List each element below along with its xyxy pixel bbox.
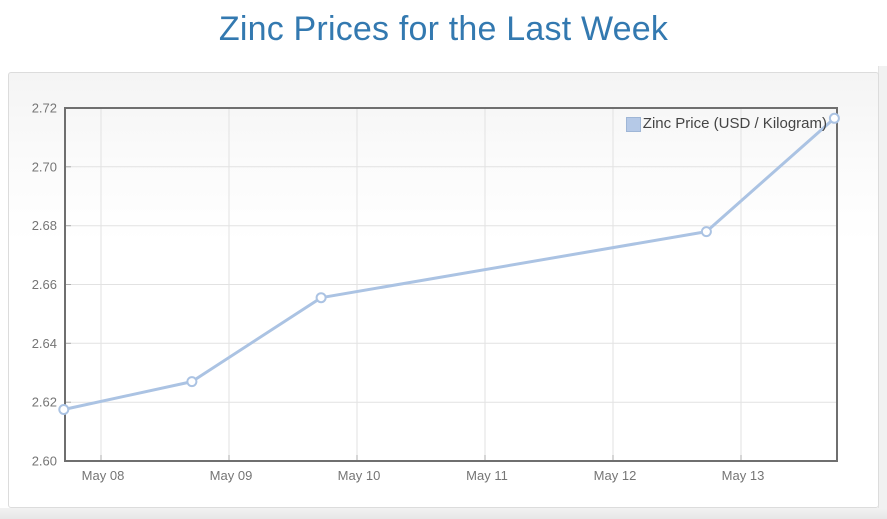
page-bottom-background xyxy=(0,508,887,519)
legend-label: Zinc Price (USD / Kilogram) xyxy=(642,115,827,132)
y-axis-label: 2.66 xyxy=(32,277,57,292)
data-point-marker[interactable] xyxy=(700,226,712,238)
chart-legend[interactable]: Zinc Price (USD / Kilogram) xyxy=(625,115,827,132)
price-line xyxy=(62,116,836,411)
data-point-marker[interactable] xyxy=(828,112,840,124)
y-axis-label: 2.70 xyxy=(32,159,57,174)
y-axis-label: 2.68 xyxy=(32,218,57,233)
y-axis-label: 2.64 xyxy=(32,336,57,351)
y-axis-label: 2.62 xyxy=(32,395,57,410)
chart-panel: 2.60 2.62 2.64 2.66 2.68 2.70 2.72 May 08 May 09… xyxy=(8,72,879,508)
legend-swatch-icon xyxy=(625,116,641,132)
data-point-marker[interactable] xyxy=(186,376,198,388)
x-axis-label: May 13 xyxy=(722,468,765,483)
x-axis-label: May 10 xyxy=(338,468,381,483)
data-point-marker[interactable] xyxy=(315,292,327,304)
x-axis-label: May 08 xyxy=(82,468,125,483)
y-axis-label: 2.60 xyxy=(32,454,57,469)
x-axis-label: May 09 xyxy=(210,468,253,483)
y-axis-label: 2.72 xyxy=(32,101,57,116)
plot-border xyxy=(64,107,838,462)
price-chart: 2.60 2.62 2.64 2.66 2.68 2.70 2.72 May 08 May 09… xyxy=(32,101,840,483)
x-axis-label: May 12 xyxy=(594,468,637,483)
page-title: Zinc Prices for the Last Week xyxy=(218,9,669,48)
data-point-marker[interactable] xyxy=(58,404,70,415)
scrollbar-gutter[interactable] xyxy=(878,66,887,519)
x-axis-label: May 11 xyxy=(466,468,508,483)
